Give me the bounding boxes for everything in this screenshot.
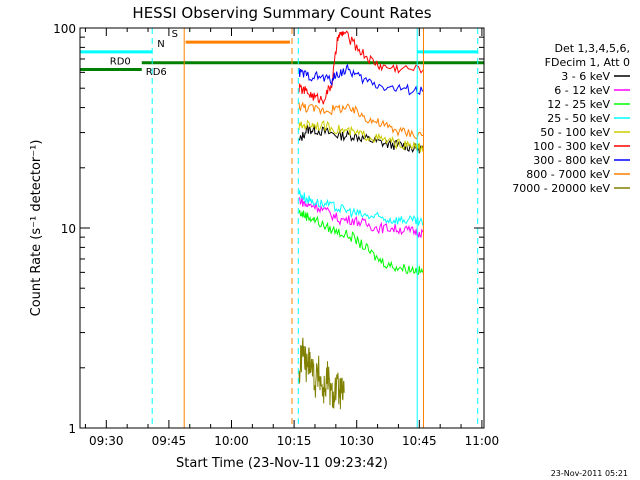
x-tick-label: 10:15 — [277, 434, 312, 448]
flag-label-s: S — [172, 29, 178, 40]
series-line-25-50kev — [298, 190, 424, 227]
flag-label-rd6: RD6 — [146, 67, 167, 78]
y-tick-label: 10 — [61, 222, 76, 236]
legend-entry-label: 6 - 12 keV — [554, 84, 610, 97]
event-lines — [151, 28, 479, 428]
legend-entry-label: 12 - 25 keV — [547, 98, 610, 111]
flag-label-rd0: RD0 — [110, 57, 131, 68]
legend-entry-label: 50 - 100 keV — [540, 126, 610, 139]
legend-header: Det 1,3,4,5,6, — [554, 42, 630, 55]
y-axis-label: Count Rate (s⁻¹ detector⁻¹) — [29, 140, 44, 317]
series-line-7000-20000kev — [298, 337, 345, 410]
mode-flags: SN RD0 RD6 — [80, 29, 484, 78]
legend-entry-label: 25 - 50 keV — [547, 112, 610, 125]
legend-entry-label: 100 - 300 keV — [533, 140, 610, 153]
x-tick-label: 09:30 — [89, 434, 124, 448]
legend-header: FDecim 1, Att 0 — [545, 56, 630, 69]
x-axis-label: Start Time (23-Nov-11 09:23:42) — [176, 456, 388, 471]
legend-entry-label: 800 - 7000 keV — [526, 168, 610, 181]
x-tick-label: 10:45 — [402, 434, 437, 448]
series-layer — [298, 30, 424, 410]
legend-entry-label: 300 - 800 keV — [533, 154, 610, 167]
series-line-12-25kev — [298, 209, 424, 276]
series-line-6-12kev — [299, 197, 424, 239]
x-tick-label: 09:45 — [152, 434, 187, 448]
series-line-800-7000kev — [298, 101, 424, 140]
x-tick-label: 11:00 — [465, 434, 500, 448]
series-line-50-100kev — [298, 119, 424, 153]
y-tick-label: 100 — [53, 22, 76, 36]
x-tick-label: 10:00 — [214, 434, 249, 448]
series-line-300-800kev — [298, 63, 424, 96]
series-line-100-300kev — [298, 30, 424, 105]
legend: Det 1,3,4,5,6,FDecim 1, Att 03 - 6 keV6 … — [512, 42, 630, 195]
axis-ticks: 09:30 09:45 10:00 10:15 10:30 10:45 11:00 1 10 10… — [53, 22, 499, 448]
x-tick-label: 10:30 — [339, 434, 374, 448]
chart-title: HESSI Observing Summary Count Rates — [132, 4, 431, 22]
legend-entry-label: 3 - 6 keV — [561, 70, 610, 83]
y-tick-label: 1 — [68, 422, 76, 436]
footer-timestamp: 23-Nov-2011 05:21 — [551, 469, 628, 478]
legend-entry-label: 7000 - 20000 keV — [512, 182, 610, 195]
flag-label-n: N — [157, 39, 164, 50]
